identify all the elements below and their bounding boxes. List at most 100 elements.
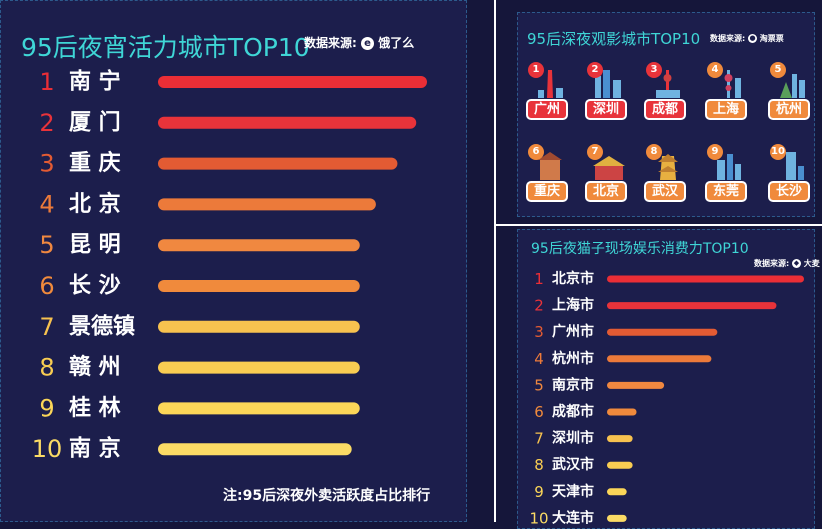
movie-city-name: 武汉 — [644, 181, 686, 202]
bar — [158, 157, 398, 170]
bar — [607, 408, 637, 416]
live-entertainment-title: 95后夜猫子现场娱乐消费力TOP10 — [531, 241, 749, 257]
movie-city-rank: 6 — [528, 144, 544, 160]
bar — [158, 239, 360, 252]
bar — [158, 280, 360, 292]
category-label: 南京市 — [552, 376, 594, 393]
category-label: 昆 明 — [69, 233, 121, 258]
rank-label: 1 — [39, 68, 54, 96]
movie-city-name: 杭州 — [768, 99, 810, 120]
rank-label: 5 — [534, 376, 544, 394]
category-label: 广州市 — [552, 323, 594, 340]
bar — [158, 443, 352, 456]
bar — [158, 402, 360, 415]
movie-city-name: 深圳 — [585, 99, 627, 120]
live-entertainment-source-brand: 大麦 — [803, 259, 820, 268]
category-label: 上海市 — [552, 297, 594, 314]
movie-city-name: 北京 — [585, 181, 627, 202]
nightsnack-source-label: 数据来源: — [304, 36, 357, 50]
movie-source-label: 数据来源: — [710, 34, 746, 43]
category-label: 天津市 — [552, 483, 594, 500]
movie-city-rank: 10 — [770, 144, 786, 160]
rank-label: 9 — [39, 394, 54, 422]
nightsnack-title: 95后夜宵活力城市TOP10 — [21, 33, 310, 62]
nightsnack-source: 数据来源: e 饿了么 — [304, 34, 414, 51]
bar — [607, 328, 718, 336]
rank-label: 10 — [32, 435, 63, 463]
movie-city-name: 重庆 — [526, 181, 568, 202]
movie-source-brand: 淘票票 — [759, 34, 784, 43]
rank-label: 4 — [534, 350, 544, 368]
movie-city-tile: 7 北京 — [585, 144, 629, 206]
live-entertainment-source-label: 数据来源: — [754, 259, 790, 268]
movie-city-tile: 8 武汉 — [644, 144, 688, 206]
rank-label: 6 — [534, 403, 544, 421]
bar — [607, 275, 804, 283]
category-label: 深圳市 — [552, 430, 594, 447]
bar — [607, 381, 665, 389]
movie-city-rank: 4 — [707, 62, 723, 78]
bar — [158, 320, 360, 333]
yellow-crane-tower-icon — [658, 154, 678, 180]
movie-city-rank: 7 — [587, 144, 603, 160]
rank-label: 10 — [529, 509, 548, 526]
rank-label: 5 — [39, 231, 54, 259]
category-label: 成都市 — [552, 403, 594, 420]
movie-title: 95后深夜观影城市TOP10 — [527, 30, 701, 48]
canton-tower-icon — [538, 70, 563, 98]
category-label: 重 庆 — [69, 150, 121, 176]
movie-city-tile: 2 深圳 — [585, 62, 629, 124]
bar — [607, 302, 777, 310]
dongguan-skyline-icon — [717, 154, 741, 180]
live-entertainment-source: 数据来源: ◆ 大麦 — [754, 258, 820, 269]
movie-city-name: 长沙 — [768, 181, 810, 202]
bar — [158, 76, 427, 88]
panel-gutter-horizontal — [496, 224, 822, 226]
nightsnack-panel: 95后夜宵活力城市TOP10 数据来源: e 饿了么 1 南 宁 2 厦 门 3 重 庆 4… — [0, 0, 467, 522]
category-label: 杭州市 — [552, 350, 594, 367]
rank-label: 2 — [534, 297, 544, 315]
category-label: 赣 州 — [69, 354, 121, 380]
bar — [607, 488, 627, 496]
damai-logo-icon: ◆ — [792, 259, 801, 268]
movie-city-tile: 10 长沙 — [768, 144, 812, 206]
category-label: 景德镇 — [69, 313, 135, 339]
rank-label: 3 — [534, 323, 544, 341]
changsha-tower-icon — [786, 152, 804, 180]
shenzhen-skyline-icon — [595, 70, 621, 98]
bar — [607, 355, 712, 363]
category-label: 南 京 — [69, 436, 121, 462]
movie-city-rank: 8 — [646, 144, 662, 160]
eleme-logo-icon: e — [361, 37, 374, 50]
rank-label: 4 — [39, 190, 54, 218]
movie-city-tile: 5 杭州 — [768, 62, 812, 124]
rank-label: 9 — [534, 483, 544, 501]
movie-city-tile: 9 东莞 — [705, 144, 749, 206]
category-label: 武汉市 — [552, 456, 594, 473]
bar — [607, 461, 633, 469]
movie-city-name: 上海 — [705, 99, 747, 120]
movie-city-name: 成都 — [644, 99, 686, 120]
rank-label: 7 — [534, 430, 544, 448]
movie-city-rank: 1 — [528, 62, 544, 78]
bar — [607, 435, 633, 443]
movie-city-name: 广州 — [526, 99, 568, 120]
movie-city-rank: 9 — [707, 144, 723, 160]
movie-city-rank: 3 — [646, 62, 662, 78]
movie-city-tile: 1 广州 — [526, 62, 570, 124]
movie-source: 数据来源: ● 淘票票 — [710, 33, 784, 44]
rank-label: 2 — [39, 109, 54, 137]
nightsnack-source-brand: 饿了么 — [378, 36, 415, 50]
movie-panel: 95后深夜观影城市TOP10 数据来源: ● 淘票票 1 广州 2 深圳 3 成都 4 上海 5… — [517, 12, 815, 217]
movie-city-tile: 4 上海 — [705, 62, 749, 124]
category-label: 北京市 — [552, 270, 594, 287]
movie-city-name: 东莞 — [705, 181, 747, 202]
hangzhou-pagoda-icon — [780, 74, 805, 98]
movie-city-tile: 3 成都 — [644, 62, 688, 124]
panel-gutter-vertical — [494, 0, 496, 522]
live-entertainment-panel: 95后夜猫子现场娱乐消费力TOP10 数据来源: ◆ 大麦 1 北京市 2 上海市 3 广… — [517, 229, 820, 529]
rank-label: 7 — [39, 313, 54, 341]
category-label: 桂 林 — [69, 395, 121, 421]
category-label: 厦 门 — [69, 109, 121, 135]
